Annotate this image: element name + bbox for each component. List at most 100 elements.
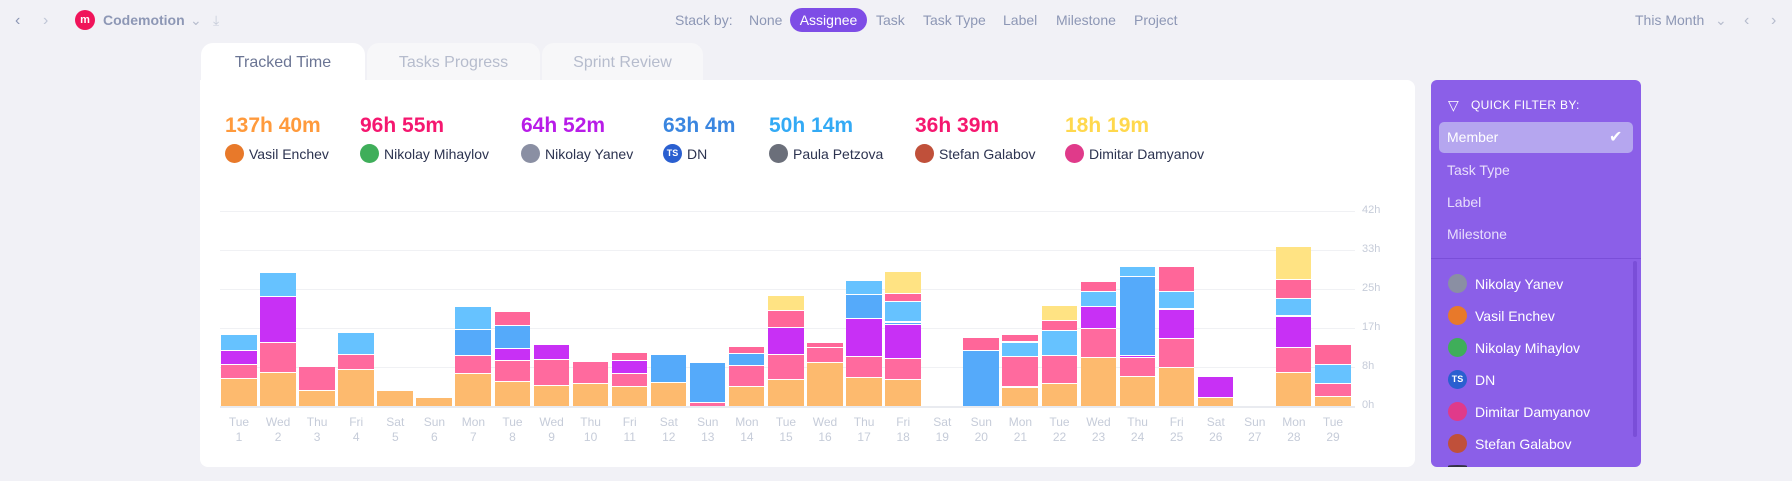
bar-segment[interactable]	[768, 353, 804, 379]
bar-segment[interactable]	[494, 311, 530, 326]
bar-segment[interactable]	[416, 396, 452, 406]
filter-member-item[interactable]: Dimitar Damyanov	[1448, 402, 1590, 421]
member-legend-item[interactable]: Stefan Galabov	[915, 144, 1036, 163]
bar-segment[interactable]	[1158, 367, 1195, 406]
bar-segment[interactable]	[885, 358, 921, 379]
bar-segment[interactable]	[885, 300, 921, 322]
bar-segment[interactable]	[728, 345, 765, 353]
bar-segment[interactable]	[1119, 275, 1156, 356]
bar-segment[interactable]	[455, 373, 491, 406]
bar-segment[interactable]	[1080, 290, 1116, 307]
member-legend-item[interactable]: Vasil Enchev	[225, 144, 329, 163]
bar-segment[interactable]	[1041, 304, 1077, 321]
bar-segment[interactable]	[1275, 372, 1312, 406]
bar-segment[interactable]	[1315, 396, 1351, 407]
bar-segment[interactable]	[1158, 338, 1195, 367]
bar-segment[interactable]	[768, 379, 804, 406]
bar-segment[interactable]	[260, 372, 296, 406]
bar-segment[interactable]	[377, 390, 413, 406]
bar-segment[interactable]	[338, 368, 374, 406]
next-period-icon[interactable]: ›	[1771, 12, 1777, 29]
stack-option-task-type[interactable]: Task Type	[923, 12, 986, 28]
bar-segment[interactable]	[1197, 376, 1234, 398]
bar-segment[interactable]	[533, 359, 570, 386]
tab-sprint-review[interactable]: Sprint Review	[542, 43, 703, 81]
bar-segment[interactable]	[299, 390, 335, 406]
bar-segment[interactable]	[1275, 298, 1312, 316]
bar-segment[interactable]	[260, 271, 296, 296]
bar-segment[interactable]	[728, 365, 765, 386]
bar-segment[interactable]	[1158, 291, 1195, 309]
bar-segment[interactable]	[1315, 344, 1351, 364]
filter-option-label[interactable]: Label	[1447, 194, 1482, 210]
bar-segment[interactable]	[611, 360, 648, 373]
bar-segment[interactable]	[885, 378, 921, 406]
bar-segment[interactable]	[1119, 355, 1156, 358]
bar-segment[interactable]	[338, 354, 374, 369]
back-icon[interactable]: ‹	[15, 12, 21, 29]
bar-segment[interactable]	[1080, 281, 1116, 291]
bar-segment[interactable]	[1041, 383, 1077, 407]
bar-segment[interactable]	[1119, 266, 1156, 276]
bar-segment[interactable]	[1002, 334, 1038, 342]
stack-option-none[interactable]: None	[749, 12, 783, 28]
bar-segment[interactable]	[768, 295, 804, 310]
chevron-down-icon[interactable]: ⌄	[190, 12, 202, 28]
bar-segment[interactable]	[1002, 341, 1038, 356]
bar-segment[interactable]	[846, 280, 882, 294]
bar-segment[interactable]	[221, 364, 257, 379]
bar-segment[interactable]	[1002, 355, 1038, 387]
bar-segment[interactable]	[689, 362, 726, 402]
bar-segment[interactable]	[494, 380, 530, 406]
bar-segment[interactable]	[338, 331, 374, 354]
bar-segment[interactable]	[1041, 320, 1077, 331]
stack-option-milestone[interactable]: Milestone	[1056, 12, 1116, 28]
member-legend-item[interactable]: TS DN	[663, 144, 707, 163]
bar-segment[interactable]	[768, 309, 804, 328]
workspace-name[interactable]: Codemotion	[103, 12, 185, 28]
filter-member-item[interactable]: Nikolay Yanev	[1448, 274, 1563, 293]
bar-segment[interactable]	[768, 327, 804, 354]
filter-member-item[interactable]: Vasil Enchev	[1448, 306, 1555, 325]
bar-segment[interactable]	[1158, 308, 1195, 339]
bar-segment[interactable]	[221, 378, 257, 406]
filter-member-item[interactable]: Nikolay Mihaylov	[1448, 338, 1580, 357]
bar-segment[interactable]	[885, 292, 921, 301]
bar-segment[interactable]	[846, 293, 882, 319]
bar-segment[interactable]	[221, 350, 257, 365]
bar-segment[interactable]	[1041, 355, 1077, 384]
bar-segment[interactable]	[494, 325, 530, 349]
bar-segment[interactable]	[728, 386, 765, 406]
bar-segment[interactable]	[650, 382, 687, 406]
stack-option-assignee[interactable]: Assignee	[790, 8, 867, 32]
forward-icon[interactable]: ›	[43, 12, 49, 29]
stack-option-label[interactable]: Label	[1003, 12, 1038, 28]
bar-segment[interactable]	[728, 353, 765, 366]
bar-segment[interactable]	[1275, 315, 1312, 348]
bar-segment[interactable]	[963, 349, 999, 406]
bar-segment[interactable]	[1275, 245, 1312, 280]
stack-option-project[interactable]: Project	[1134, 12, 1178, 28]
bar-segment[interactable]	[1119, 375, 1156, 406]
filter-option-member[interactable]	[1439, 122, 1633, 153]
bar-segment[interactable]	[611, 352, 648, 360]
bar-segment[interactable]	[807, 347, 843, 362]
bar-segment[interactable]	[1275, 347, 1312, 373]
bar-segment[interactable]	[807, 341, 843, 347]
bar-segment[interactable]	[1158, 265, 1195, 292]
filter-option-milestone[interactable]: Milestone	[1447, 226, 1507, 242]
chevron-down-icon[interactable]: ⌄	[1715, 12, 1727, 28]
bar-segment[interactable]	[611, 372, 648, 387]
bar-segment[interactable]	[455, 328, 491, 356]
previous-period-icon[interactable]: ‹	[1744, 12, 1750, 29]
bar-segment[interactable]	[299, 366, 335, 391]
bar-segment[interactable]	[846, 377, 882, 406]
bar-segment[interactable]	[611, 386, 648, 406]
stack-option-task[interactable]: Task	[876, 12, 905, 28]
bar-segment[interactable]	[533, 385, 570, 406]
bar-segment[interactable]	[1315, 383, 1351, 397]
tab-tracked-time[interactable]: Tracked Time	[201, 43, 365, 81]
filter-member-item[interactable]: Stefan Galabov	[1448, 434, 1572, 453]
bar-segment[interactable]	[572, 361, 609, 383]
bar-segment[interactable]	[1041, 330, 1077, 356]
